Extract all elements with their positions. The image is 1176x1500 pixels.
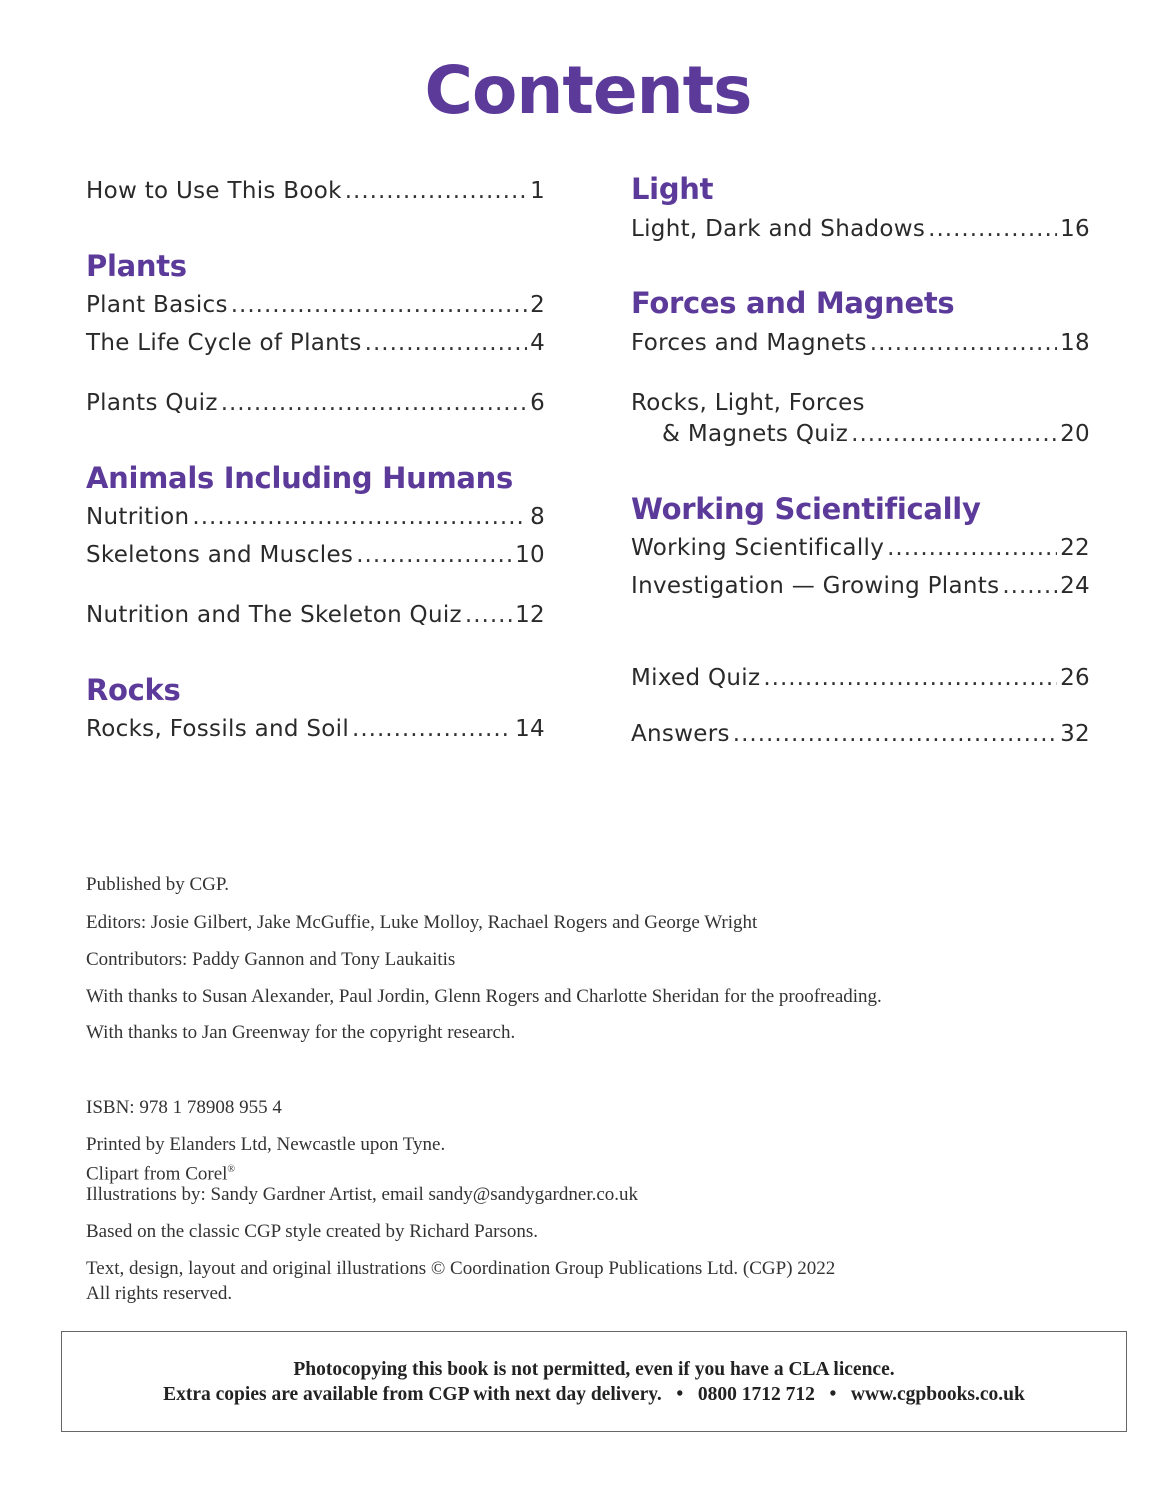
dot-leader	[465, 600, 512, 630]
credit-line: With thanks to Jan Greenway for the copy…	[86, 1022, 516, 1043]
toc-page: 16	[1060, 216, 1090, 242]
toc-entry[interactable]: Working Scientifically 22	[631, 533, 1090, 563]
toc-page: 4	[530, 330, 545, 356]
toc-page: 18	[1060, 330, 1090, 356]
toc-label: Working Scientifically	[631, 535, 885, 561]
dot-leader	[231, 290, 527, 320]
toc-page: 24	[1060, 573, 1090, 599]
dot-leader	[192, 502, 527, 532]
section-heading: Animals Including Humans	[86, 461, 513, 495]
dot-leader	[356, 540, 512, 570]
toc-label: Investigation — Growing Plants	[631, 573, 1000, 599]
toc-label: How to Use This Book	[86, 178, 342, 204]
toc-entry[interactable]: Nutrition and The Skeleton Quiz 12	[86, 600, 545, 630]
toc-label: & Magnets Quiz	[662, 421, 849, 447]
toc-entry[interactable]: The Life Cycle of Plants 4	[86, 328, 545, 358]
toc-entry[interactable]: Skeletons and Muscles 10	[86, 540, 545, 570]
toc-label: Nutrition and The Skeleton Quiz	[86, 602, 462, 628]
toc-page: 32	[1060, 721, 1090, 747]
credit-line: Based on the classic CGP style created b…	[86, 1221, 539, 1242]
section-heading: Working Scientifically	[631, 492, 981, 526]
section-heading: Rocks	[86, 673, 181, 707]
toc-page: 10	[515, 542, 545, 568]
registered-mark: ®	[227, 1164, 236, 1175]
dot-leader	[345, 176, 527, 206]
credit-text: Clipart from Corel	[86, 1163, 228, 1185]
credit-line: With thanks to Susan Alexander, Paul Jor…	[86, 986, 882, 1007]
toc-entry[interactable]: How to Use This Book 1	[86, 176, 545, 206]
toc-label: Skeletons and Muscles	[86, 542, 354, 568]
toc-page: 22	[1060, 535, 1090, 561]
dot-leader	[928, 214, 1057, 244]
toc-entry[interactable]: Forces and Magnets 18	[631, 328, 1090, 358]
dot-leader	[851, 419, 1057, 449]
toc-label: Mixed Quiz	[631, 665, 761, 691]
toc-page: 2	[530, 292, 545, 318]
credit-line: Clipart from Corel®	[86, 1158, 235, 1186]
credit-line: Printed by Elanders Ltd, Newcastle upon …	[86, 1134, 446, 1155]
toc-page: 6	[530, 390, 545, 416]
dot-leader	[763, 663, 1057, 693]
credit-line: Illustrations by: Sandy Gardner Artist, …	[86, 1184, 639, 1205]
dot-leader	[733, 719, 1057, 749]
toc-label: Rocks, Fossils and Soil	[86, 716, 350, 742]
credit-line: Published by CGP.	[86, 874, 230, 895]
toc-entry[interactable]: Plants Quiz 6	[86, 388, 545, 418]
dot-leader	[887, 533, 1057, 563]
toc-page: 1	[530, 178, 545, 204]
toc-label: The Life Cycle of Plants	[86, 330, 362, 356]
dot-leader	[870, 328, 1057, 358]
credit-line: ISBN: 978 1 78908 955 4	[86, 1097, 282, 1118]
notice-box: Photocopying this book is not permitted,…	[61, 1331, 1127, 1432]
toc-entry[interactable]: Rocks, Fossils and Soil 14	[86, 714, 545, 744]
credit-line: Contributors: Paddy Gannon and Tony Lauk…	[86, 949, 456, 970]
toc-label: Light, Dark and Shadows	[631, 216, 926, 242]
section-heading: Forces and Magnets	[631, 286, 955, 320]
notice-line: Photocopying this book is not permitted,…	[293, 1359, 895, 1380]
toc-entry[interactable]: Investigation — Growing Plants 24	[631, 571, 1090, 601]
credit-line: All rights reserved.	[86, 1283, 233, 1304]
credit-line: Text, design, layout and original illust…	[86, 1258, 836, 1279]
dot-leader	[365, 328, 527, 358]
toc-page: 20	[1060, 421, 1090, 447]
credit-line: Editors: Josie Gilbert, Jake McGuffie, L…	[86, 912, 758, 933]
toc-label: Answers	[631, 721, 730, 747]
toc-label: Plant Basics	[86, 292, 228, 318]
dot-leader	[221, 388, 527, 418]
toc-entry[interactable]: Nutrition 8	[86, 502, 545, 532]
section-heading: Light	[631, 172, 714, 206]
toc-page: 12	[515, 602, 545, 628]
notice-line: Extra copies are available from CGP with…	[163, 1384, 1025, 1405]
page-title: Contents	[424, 52, 753, 129]
toc-entry[interactable]: Mixed Quiz 26	[631, 663, 1090, 693]
dot-leader	[352, 714, 512, 744]
toc-label: Forces and Magnets	[631, 330, 867, 356]
toc-label-line1: Rocks, Light, Forces	[631, 390, 865, 416]
toc-entry[interactable]: Light, Dark and Shadows 16	[631, 214, 1090, 244]
toc-page: 14	[515, 716, 545, 742]
toc-entry[interactable]: Answers 32	[631, 719, 1090, 749]
toc-entry[interactable]: Plant Basics 2	[86, 290, 545, 320]
section-heading: Plants	[86, 249, 187, 283]
toc-page: 26	[1060, 665, 1090, 691]
toc-entry[interactable]: & Magnets Quiz 20	[662, 419, 1090, 449]
toc-page: 8	[530, 504, 545, 530]
toc-label: Plants Quiz	[86, 390, 218, 416]
dot-leader	[1002, 571, 1057, 601]
toc-label: Nutrition	[86, 504, 190, 530]
